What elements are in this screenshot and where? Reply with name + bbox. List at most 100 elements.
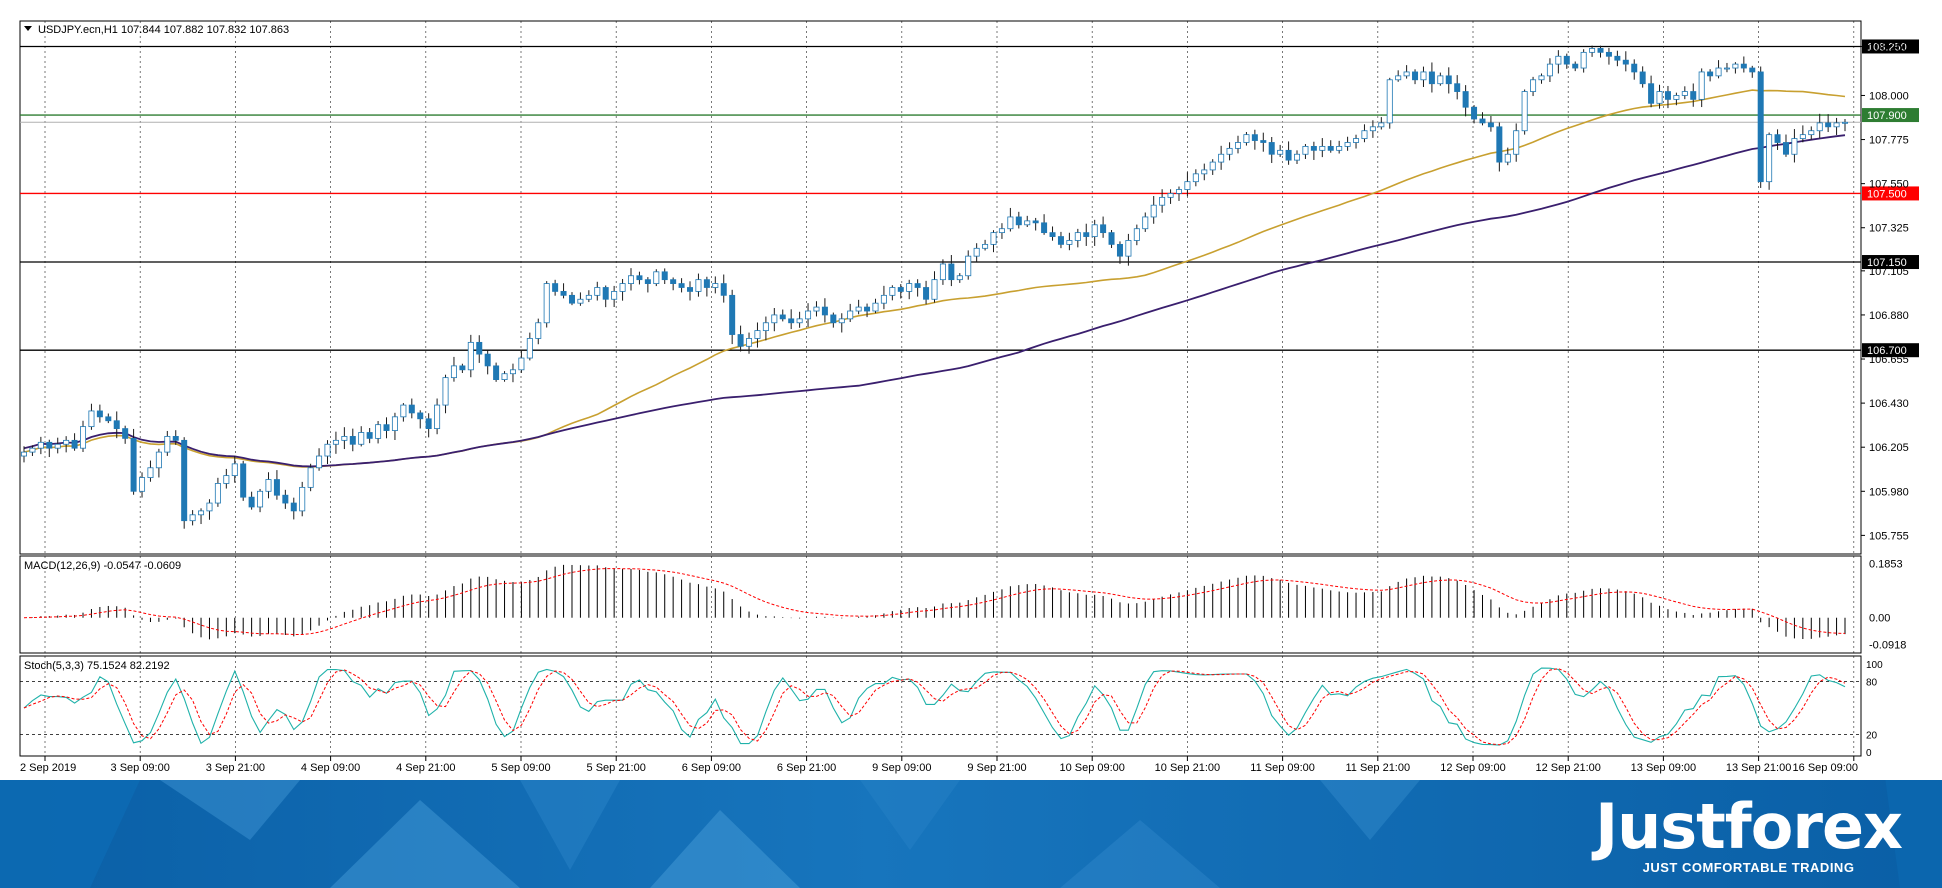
bull-candle <box>88 410 95 428</box>
price-tick-label: 108.250 <box>1869 41 1909 53</box>
bear-candle <box>602 287 609 300</box>
price-tick-label: 107.105 <box>1869 266 1909 278</box>
bull-candle <box>872 302 879 312</box>
bull-candle <box>332 439 339 445</box>
bull-candle <box>653 271 660 284</box>
macd-pane[interactable]: MACD(12,26,9) -0.0547 -0.0609 <box>19 555 1862 654</box>
bear-candle <box>670 279 677 284</box>
price-tick-label: 106.205 <box>1869 442 1909 454</box>
bull-candle <box>189 514 196 522</box>
collapse-arrow-icon[interactable] <box>24 26 32 31</box>
bull-candle <box>223 475 230 484</box>
bear-candle <box>1479 118 1486 124</box>
bear-candle <box>408 404 415 414</box>
bull-candle <box>906 283 913 292</box>
bull-candle <box>1184 181 1191 190</box>
bear-candle <box>1310 146 1317 151</box>
bear-candle <box>821 306 828 316</box>
stochastic-pane-border <box>19 655 1862 757</box>
bull-candle <box>1513 130 1520 155</box>
bull-candle <box>1091 224 1098 237</box>
macd-pane-border <box>19 555 1862 654</box>
bull-candle <box>299 486 306 512</box>
bear-candle <box>105 416 112 422</box>
bear-candle <box>1041 222 1048 234</box>
bear-candle <box>248 496 255 508</box>
bull-candle <box>931 279 938 300</box>
bull-candle <box>257 490 264 508</box>
bull-candle <box>889 287 896 296</box>
bear-candle <box>779 314 786 320</box>
bear-candle <box>1614 55 1621 61</box>
time-tick-label: 5 Sep 09:00 <box>491 762 550 774</box>
bear-candle <box>1597 48 1604 53</box>
bull-candle <box>1175 189 1182 194</box>
bull-candle <box>1125 240 1132 257</box>
bull-candle <box>1723 67 1730 70</box>
bear-candle <box>349 436 356 445</box>
price-tick-label: 107.775 <box>1869 135 1909 147</box>
time-tick-label: 4 Sep 09:00 <box>301 762 360 774</box>
bear-candle <box>644 279 651 284</box>
bull-candle <box>998 228 1005 234</box>
chart-title: USDJPY.ecn,H1 107.844 107.882 107.832 10… <box>38 24 289 36</box>
bull-candle <box>1294 153 1301 161</box>
bear-candle <box>703 279 710 288</box>
bear-candle <box>897 287 904 292</box>
bull-candle <box>855 306 862 312</box>
price-tick-label: 107.325 <box>1869 223 1909 235</box>
bear-candle <box>1428 71 1435 85</box>
bear-candle <box>1057 236 1064 245</box>
bull-candle <box>535 322 542 339</box>
bull-candle <box>1066 240 1073 245</box>
bear-candle <box>914 283 921 288</box>
bear-candle <box>282 494 289 504</box>
time-tick-label: 10 Sep 21:00 <box>1155 762 1220 774</box>
bear-candle <box>130 437 137 492</box>
bull-candle <box>1378 122 1385 128</box>
time-tick-label: 10 Sep 09:00 <box>1059 762 1124 774</box>
bull-candle <box>1142 216 1149 230</box>
bear-candle <box>493 365 500 380</box>
bull-candle <box>1074 232 1081 241</box>
bull-candle <box>1420 71 1427 81</box>
bear-candle <box>737 334 744 347</box>
bull-candle <box>80 426 87 449</box>
bull-candle <box>990 232 997 245</box>
bear-candle <box>1690 91 1697 100</box>
level-label: 107.500 <box>1867 188 1907 200</box>
main-price-pane[interactable]: USDJPY.ecn,H1 107.844 107.882 107.832 10… <box>19 20 1862 555</box>
bear-candle <box>1639 71 1646 85</box>
bull-candle <box>1589 48 1596 53</box>
bear-candle <box>96 410 103 418</box>
bear-candle <box>923 287 930 300</box>
bull-candle <box>1369 126 1376 132</box>
bull-candle <box>1521 91 1528 132</box>
bear-candle <box>484 353 491 367</box>
bull-candle <box>1403 71 1410 77</box>
bull-candle <box>147 467 154 478</box>
bear-candle <box>366 432 373 439</box>
bear-candle <box>1116 243 1123 257</box>
bull-candle <box>1209 161 1216 171</box>
stoch-tick-label: 20 <box>1866 730 1878 741</box>
bull-candle <box>880 294 887 304</box>
price-chart[interactable]: USDJPY.ecn,H1 107.844 107.882 107.832 10… <box>0 0 1942 780</box>
time-tick-label: 6 Sep 21:00 <box>777 762 836 774</box>
stochastic-pane[interactable]: Stoch(5,3,3) 75.1524 82.2192 <box>19 655 1862 757</box>
bull-candle <box>939 263 946 281</box>
brand-block[interactable]: Justforex JUST COMFORTABLE TRADING <box>1595 794 1903 876</box>
candlestick-series <box>20 45 1849 529</box>
bull-candle <box>501 373 508 380</box>
bull-candle <box>1546 63 1553 77</box>
footer-banner: Justforex JUST COMFORTABLE TRADING <box>0 780 1942 888</box>
bull-candle <box>956 275 963 281</box>
bear-candle <box>1445 75 1452 85</box>
price-tick-label: 105.755 <box>1869 530 1909 542</box>
bull-candle <box>1681 91 1688 96</box>
bull-candle <box>20 451 27 457</box>
horizontal-levels[interactable]: 108.250 107.900 107.500 107.150 106.700 <box>20 39 1919 358</box>
bear-candle <box>1100 224 1107 234</box>
bear-candle <box>948 263 955 281</box>
time-tick-label: 12 Sep 09:00 <box>1440 762 1505 774</box>
